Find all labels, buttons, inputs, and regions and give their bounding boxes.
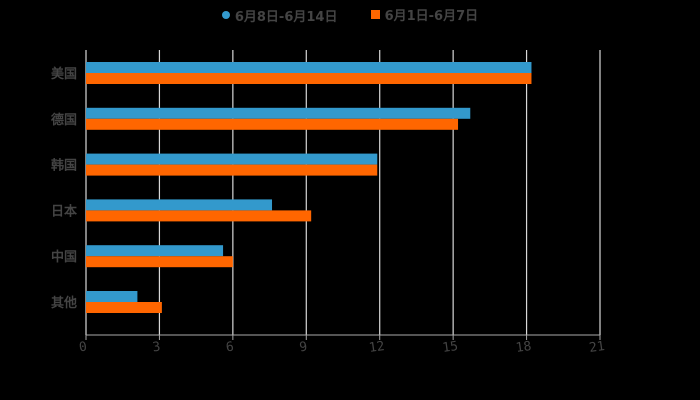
x-tick-label: 3 <box>152 340 162 356</box>
x-tick-label: 9 <box>298 340 308 356</box>
legend-item-week2[interactable]: 6月8日-6月14日 <box>221 6 338 25</box>
x-tick-label: 12 <box>368 339 386 356</box>
bar[interactable] <box>86 199 273 211</box>
legend-label: 6月1日-6月7日 <box>384 9 479 24</box>
bar[interactable] <box>86 302 162 313</box>
x-tick-label: 6 <box>225 340 235 356</box>
bar[interactable] <box>86 153 378 165</box>
bar[interactable] <box>86 118 459 130</box>
bar[interactable] <box>86 245 224 257</box>
bar[interactable] <box>86 256 233 268</box>
bar[interactable] <box>86 107 471 119</box>
bar[interactable] <box>86 62 532 73</box>
x-tick-label: 0 <box>78 340 88 356</box>
legend-square-icon <box>370 10 380 19</box>
legend-item-week1[interactable]: 6月1日-6月7日 <box>370 5 479 24</box>
bar[interactable] <box>86 164 378 176</box>
y-category-label: 日本 <box>51 203 77 219</box>
y-category-label: 德国 <box>51 112 77 128</box>
chart-legend: 6月8日-6月14日 6月1日-6月7日 <box>0 4 700 25</box>
x-tick-label: 21 <box>588 339 606 356</box>
bar[interactable] <box>86 291 138 302</box>
x-tick-label: 15 <box>441 339 459 356</box>
y-category-label: 其他 <box>51 295 77 311</box>
x-tick-label: 18 <box>515 339 533 356</box>
y-category-label: 中国 <box>51 249 77 265</box>
bar[interactable] <box>86 210 312 222</box>
bar[interactable] <box>86 73 532 84</box>
legend-label: 6月8日-6月14日 <box>234 9 338 25</box>
y-category-label: 韩国 <box>51 158 77 174</box>
y-category-label: 美国 <box>51 66 77 82</box>
legend-circle-icon <box>221 11 230 19</box>
